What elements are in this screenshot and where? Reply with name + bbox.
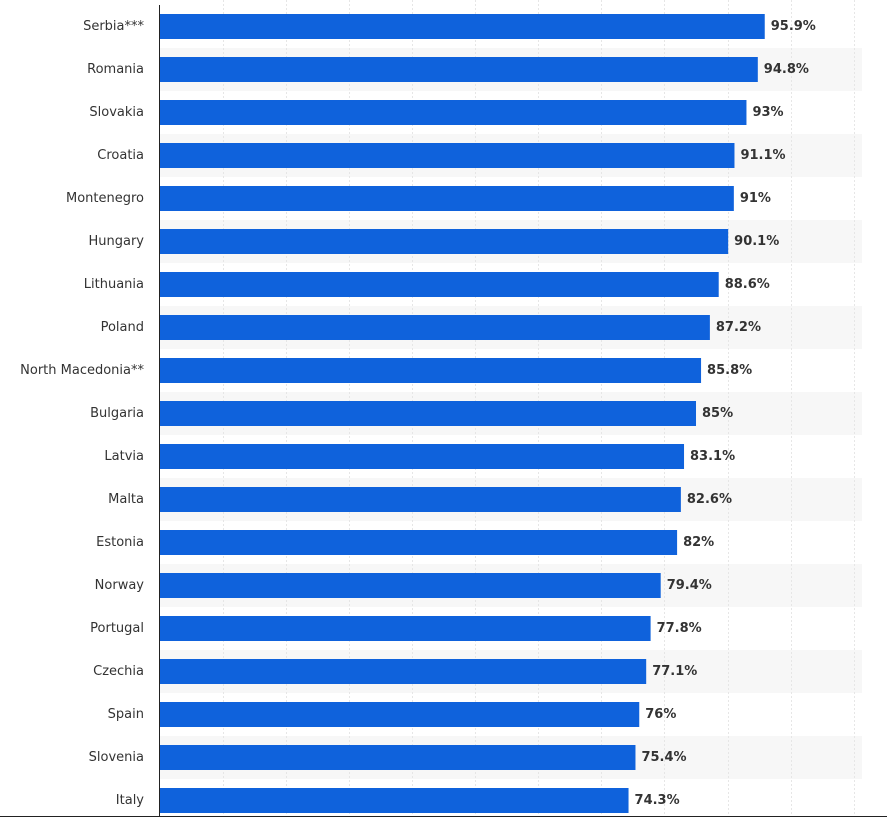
bar (160, 229, 729, 254)
data-label: 93% (752, 105, 783, 120)
bar (160, 616, 651, 641)
bar (160, 143, 735, 168)
category-label: Czechia (93, 664, 144, 679)
category-label: Spain (108, 707, 144, 722)
category-label: Estonia (96, 535, 144, 550)
bar (160, 573, 661, 598)
data-label: 91.1% (740, 148, 785, 163)
bar (160, 788, 629, 813)
bar (160, 186, 734, 211)
data-label: 85.8% (707, 363, 752, 378)
bar (160, 57, 758, 82)
data-label: 83.1% (690, 449, 735, 464)
bar (160, 401, 697, 426)
category-label: Malta (108, 492, 144, 507)
data-label: 85% (702, 406, 733, 421)
bar (160, 659, 647, 684)
data-label: 77.8% (657, 621, 702, 636)
data-label: 75.4% (641, 750, 686, 765)
bar (160, 530, 678, 555)
bars (160, 14, 765, 813)
category-label: Croatia (97, 148, 144, 163)
category-label: Slovenia (89, 750, 144, 765)
bar (160, 14, 765, 39)
category-label: Montenegro (66, 191, 144, 206)
bar (160, 745, 636, 770)
data-label: 88.6% (725, 277, 770, 292)
category-label: Latvia (104, 449, 144, 464)
bar (160, 702, 640, 727)
category-label: Bulgaria (90, 406, 144, 421)
bar (160, 444, 685, 469)
category-label: Slovakia (89, 105, 144, 120)
category-label: Lithuania (84, 277, 144, 292)
category-label: Hungary (88, 234, 144, 249)
category-label: Italy (116, 793, 145, 808)
category-label: Poland (101, 320, 144, 335)
category-label: Portugal (90, 621, 144, 636)
data-label: 82.6% (687, 492, 732, 507)
data-label: 82% (683, 535, 714, 550)
data-label: 94.8% (764, 62, 809, 77)
data-label: 91% (740, 191, 771, 206)
category-label: Romania (87, 62, 144, 77)
bar (160, 315, 710, 340)
bar (160, 358, 702, 383)
category-labels: Serbia*** Romania Slovakia Croatia Montenegr… (20, 19, 144, 808)
bar (160, 487, 681, 512)
data-label: 90.1% (734, 234, 779, 249)
value-labels: 95.9% 94.8% 93% 91.1% 91% 90.1% 88.6% 87.2% 85.8… (635, 19, 816, 808)
data-label: 87.2% (716, 320, 761, 335)
data-label: 77.1% (652, 664, 697, 679)
category-label: North Macedonia** (20, 363, 144, 378)
data-label: 74.3% (635, 793, 680, 808)
data-label: 76% (645, 707, 676, 722)
data-label: 95.9% (771, 19, 816, 34)
bar (160, 272, 719, 297)
category-label: Norway (95, 578, 145, 593)
category-label: Serbia*** (83, 19, 144, 34)
bar (160, 100, 747, 125)
data-label: 79.4% (667, 578, 712, 593)
